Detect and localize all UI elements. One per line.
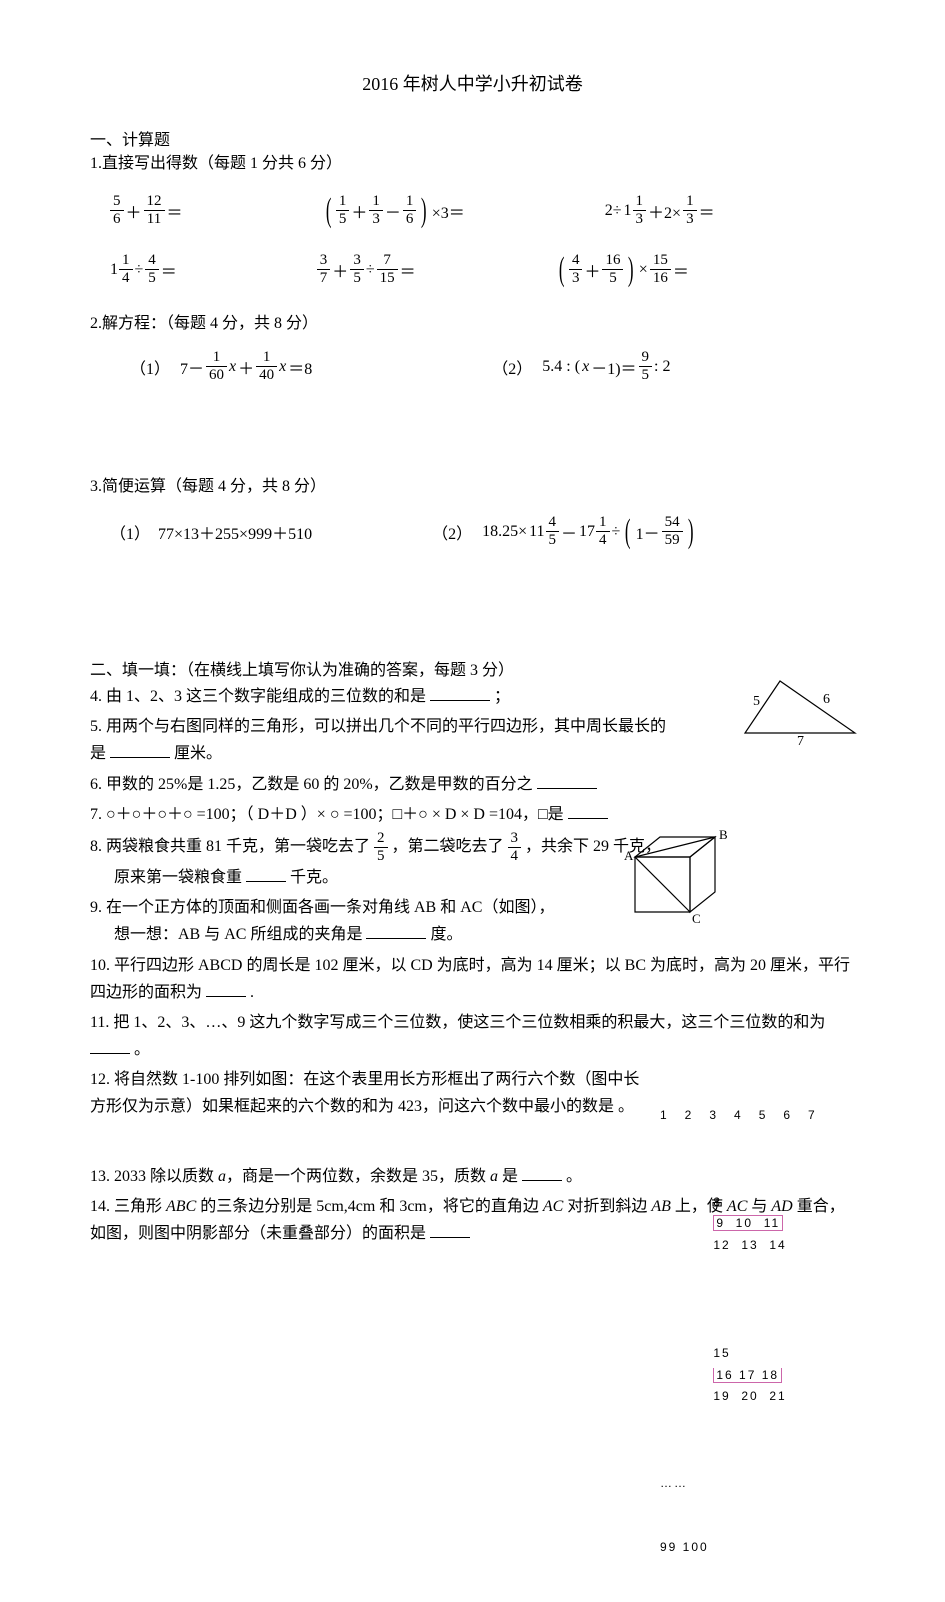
q3-intro: 3.简便运算（每题 4 分，共 8 分）: [90, 475, 855, 499]
q9-text-a: 9. 在一个正方体的顶面和侧面各画一条对角线 AB 和 AC（如图），: [90, 899, 554, 916]
q8-frac1: 25: [374, 831, 388, 864]
q4: 4. 由 1、2、3 这三个数字能组成的三位数的和是 ； 5 6 7: [90, 683, 855, 710]
q7: 7. ○＋○＋○＋○ =100；（ D＋D ）× ○ =100；□＋○ × D …: [90, 801, 855, 828]
q13-blank: [522, 1164, 562, 1181]
cube-figure: A B C: [620, 827, 740, 927]
q4-blank: [430, 684, 490, 701]
q5-text-b: 是: [90, 745, 106, 762]
q3-eq1-body: 77×13＋255×999＋510: [158, 520, 312, 544]
q11-blank: [90, 1037, 130, 1054]
q1-eq1: 56 ＋ 1211 ＝: [110, 194, 183, 227]
tri-label-c: 7: [797, 734, 804, 748]
q8-text-mid: ，第二袋吃去了: [392, 838, 504, 855]
q14-ac: AC: [543, 1198, 563, 1215]
q1-eq4: 114 ÷45＝: [110, 253, 177, 286]
q1-eq3: 2÷113 ＋2×13＝: [605, 194, 715, 227]
grid-row1: 1 2 3 4 5 6 7: [660, 1105, 850, 1127]
grid-row3b: 16 17 18: [713, 1368, 782, 1383]
q2-eq1: （1） 7－160x ＋140x＝8: [130, 350, 312, 383]
q8b-tail: 千克。: [290, 869, 338, 886]
q13-text-c: 是: [498, 1168, 518, 1185]
q14-text-a: 14. 三角形: [90, 1198, 166, 1215]
q7-blank: [568, 802, 608, 819]
tri-label-b: 6: [823, 692, 830, 707]
q14-text-c: 对折到斜边: [563, 1198, 651, 1215]
q14-blank: [430, 1221, 470, 1238]
triangle-figure: 5 6 7: [735, 673, 865, 748]
number-grid-figure: 1 2 3 4 5 6 7 8 9 10 11 12 13 14 15 16 1…: [660, 1062, 850, 1602]
q12-text: 12. 将自然数 1-100 排列如图：在这个表里用长方形框出了两行六个数（图中…: [90, 1071, 639, 1115]
q10: 10. 平行四边形 ABCD 的周长是 102 厘米，以 CD 为底时，高为 1…: [90, 952, 855, 1006]
q10-text: 10. 平行四边形 ABCD 的周长是 102 厘米，以 CD 为底时，高为 1…: [90, 957, 850, 1001]
grid-row2b: 9 10 11: [713, 1215, 783, 1231]
page-title: 2016 年树人中学小升初试卷: [90, 70, 855, 96]
q5-tail: 厘米。: [174, 745, 222, 762]
q5-text-a: 5. 用两个与右图同样的三角形，可以拼出几个不同的平行四边形，其中周长最长的: [90, 718, 666, 735]
q13-text-b: ，商是一个两位数，余数是 35，质数: [226, 1168, 490, 1185]
q2-eq1-prefix: （1）: [130, 355, 170, 379]
q3-eq2-prefix: （2）: [432, 520, 472, 544]
q1-eq6: ( 43＋ 165 )× 1516＝: [556, 253, 689, 286]
q3-eq1-prefix: （1）: [110, 520, 150, 544]
q10-blank: [206, 980, 246, 997]
q3-eq1: （1） 77×13＋255×999＋510: [110, 520, 312, 544]
q11-tail: 。: [134, 1041, 150, 1058]
q1-row2: 114 ÷45＝ 37＋ 35÷ 715＝ ( 43＋ 165 )× 1516＝: [110, 253, 855, 286]
q2-eq2-prefix: （2）: [492, 355, 532, 379]
q4-text: 4. 由 1、2、3 这三个数字能组成的三位数的和是: [90, 688, 426, 705]
q2-row: （1） 7－160x ＋140x＝8 （2） 5.4 : (x－1)＝95 : …: [130, 350, 855, 383]
cube-label-a: A: [624, 848, 634, 863]
grid-row3c: 19 20 21: [713, 1389, 786, 1403]
q5: 5. 用两个与右图同样的三角形，可以拼出几个不同的平行四边形，其中周长最长的 是…: [90, 713, 730, 767]
q13-var1: a: [218, 1168, 226, 1185]
q3-eq2: （2） 18.25×1145 －1714÷ (1－5459): [432, 515, 696, 548]
grid-row2c: 12 13 14: [713, 1238, 786, 1252]
q10-tail: .: [250, 984, 254, 1001]
grid-row4: ……: [660, 1473, 850, 1495]
q11-text: 11. 把 1、2、3、…、9 这九个数字写成三个三位数，使这三个三位数相乘的积…: [90, 1014, 825, 1031]
q8-blank: [246, 865, 286, 882]
grid-row5: 99 100: [660, 1537, 850, 1559]
cube-label-c: C: [692, 911, 701, 926]
q6: 6. 甲数的 25%是 1.25，乙数是 60 的 20%，乙数是甲数的百分之: [90, 771, 855, 798]
q13-text-a: 13. 2033 除以质数: [90, 1168, 218, 1185]
q9-text-b: 想一想：AB 与 AC 所组成的夹角是: [90, 926, 362, 943]
q14-text-b: 的三条边分别是 5cm,4cm 和 3cm，将它的直角边: [196, 1198, 543, 1215]
q1-eq5: 37＋ 35÷ 715＝: [317, 253, 416, 286]
q6-text: 6. 甲数的 25%是 1.25，乙数是 60 的 20%，乙数是甲数的百分之: [90, 776, 533, 793]
q2-eq2: （2） 5.4 : (x－1)＝95 : 2: [492, 350, 670, 383]
q1-row1: 56 ＋ 1211 ＝ ( 15＋ 13－ 16 )×3＝ 2÷113 ＋2×1…: [110, 194, 855, 227]
q12: 12. 将自然数 1-100 排列如图：在这个表里用长方形框出了两行六个数（图中…: [90, 1066, 650, 1120]
grid-row2a: 8: [713, 1195, 722, 1209]
tri-label-a: 5: [753, 694, 760, 709]
q3-row: （1） 77×13＋255×999＋510 （2） 18.25×1145 －17…: [110, 515, 855, 548]
q9-tail: 度。: [430, 926, 462, 943]
q5-blank: [110, 741, 170, 758]
q9-blank: [366, 922, 426, 939]
q6-blank: [537, 772, 597, 789]
q8-text-b: 原来第一袋粮食重: [90, 869, 242, 886]
q13-tail: 。: [566, 1168, 582, 1185]
cube-label-b: B: [719, 827, 728, 842]
q14-abc: ABC: [166, 1198, 196, 1215]
section1-head: 一、计算题: [90, 126, 855, 150]
q8: 8. 两袋粮食共重 81 千克，第一袋吃去了 25 ，第二袋吃去了 34 ，共余…: [90, 831, 730, 891]
q1-eq2: ( 15＋ 13－ 16 )×3＝: [323, 194, 465, 227]
q8-text-a: 8. 两袋粮食共重 81 千克，第一袋吃去了: [90, 838, 370, 855]
q2-intro: 2.解方程：（每题 4 分，共 8 分）: [90, 312, 855, 336]
q8-frac2: 34: [508, 831, 522, 864]
q7-text: 7. ○＋○＋○＋○ =100；（ D＋D ）× ○ =100；□＋○ × D …: [90, 806, 564, 823]
q11: 11. 把 1、2、3、…、9 这九个数字写成三个三位数，使这三个三位数相乘的积…: [90, 1009, 855, 1063]
q4-tail: ；: [494, 688, 510, 705]
q13-var2: a: [490, 1168, 498, 1185]
grid-row3a: 15: [713, 1346, 730, 1360]
q1-intro: 1.直接写出得数（每题 1 分共 6 分）: [90, 152, 855, 176]
